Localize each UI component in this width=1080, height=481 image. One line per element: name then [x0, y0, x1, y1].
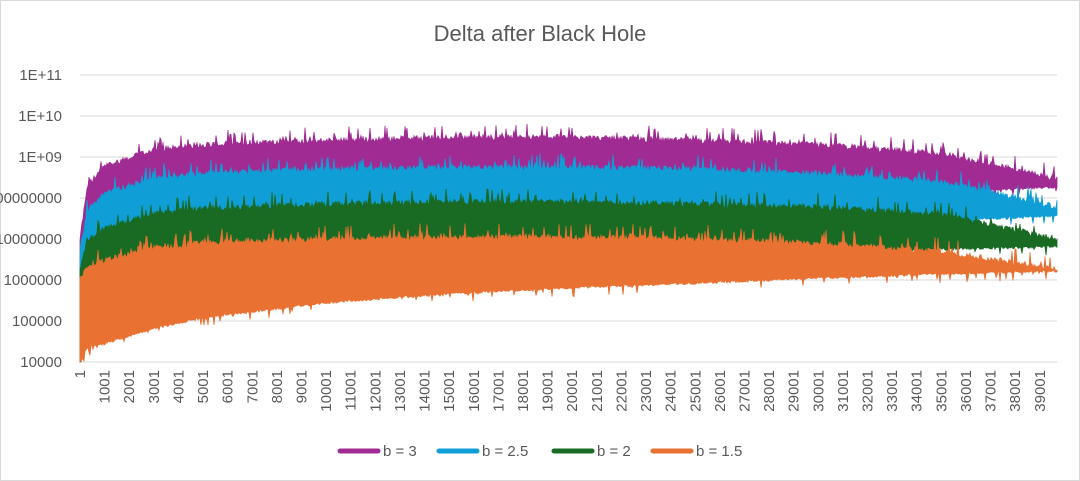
x-tick-label: 1001 [97, 370, 114, 403]
y-tick-label: 100000 [12, 313, 62, 330]
x-tick-label: 3001 [146, 370, 163, 403]
x-axis-labels: 1 1001 2001 3001 4001 5001 6001 7001 8001 9001 100… [72, 370, 1049, 412]
x-tick-label: 28001 [761, 370, 778, 412]
x-tick-label: 24001 [663, 370, 680, 412]
x-tick-label: 18001 [515, 370, 532, 412]
x-tick-label: 26001 [712, 370, 729, 412]
x-tick-label: 39001 [1032, 370, 1049, 412]
x-tick-label: 5001 [195, 370, 212, 403]
y-tick-label: 1E+11 [19, 67, 62, 84]
x-tick-label: 13001 [392, 370, 409, 412]
legend-label: b = 2 [597, 443, 631, 460]
x-tick-label: 15001 [441, 370, 458, 412]
y-tick-label: 10000 [20, 354, 62, 371]
x-tick-label: 8001 [269, 370, 286, 403]
x-tick-label: 20001 [564, 370, 581, 412]
legend-label: b = 1.5 [696, 443, 742, 460]
x-tick-label: 37001 [983, 370, 1000, 412]
x-tick-label: 2001 [121, 370, 138, 403]
x-tick-label: 32001 [860, 370, 877, 412]
x-tick-label: 31001 [835, 370, 852, 412]
x-tick-label: 27001 [736, 370, 753, 412]
y-tick-label: 1000000 [4, 272, 62, 289]
x-tick-label: 21001 [589, 370, 606, 412]
x-tick-label: 23001 [638, 370, 655, 412]
x-tick-label: 17001 [490, 370, 507, 412]
x-tick-label: 36001 [958, 370, 975, 412]
x-tick-label: 11001 [343, 370, 360, 411]
x-tick-label: 10001 [318, 370, 335, 412]
x-tick-label: 30001 [810, 370, 827, 412]
legend-label: b = 2.5 [482, 443, 528, 460]
y-tick-label: 1E+09 [18, 149, 62, 166]
legend-item: b = 2 [551, 443, 631, 460]
x-tick-label: 22001 [613, 370, 630, 412]
series-area-b-1-5 [79, 223, 1058, 364]
x-tick-label: 14001 [417, 370, 434, 412]
x-tick-label: 19001 [540, 370, 557, 412]
x-tick-label: 25001 [687, 370, 704, 412]
x-tick-label: 29001 [786, 370, 803, 412]
legend-item: b = 3 [337, 443, 417, 460]
x-tick-label: 1 [72, 370, 89, 378]
legend-item: b = 2.5 [436, 443, 528, 460]
legend-label: b = 3 [383, 443, 417, 460]
x-tick-label: 38001 [1007, 370, 1024, 412]
x-tick-label: 34001 [909, 370, 926, 412]
x-tick-label: 35001 [933, 370, 950, 412]
series-areas [79, 123, 1058, 364]
x-tick-label: 4001 [170, 370, 187, 403]
y-tick-label: 10000000 [0, 231, 62, 248]
y-tick-label: 1E+10 [18, 108, 62, 125]
x-tick-label: 33001 [884, 370, 901, 412]
x-tick-label: 6001 [220, 370, 237, 403]
x-tick-label: 9001 [293, 370, 310, 403]
x-tick-label: 16001 [466, 370, 483, 412]
x-tick-label: 12001 [367, 370, 384, 412]
legend-item: b = 1.5 [650, 443, 742, 460]
x-tick-label: 7001 [244, 370, 261, 403]
chart-title: Delta after Black Hole [434, 21, 647, 46]
legend: b = 3 b = 2.5 b = 2 b = 1.5 [337, 443, 742, 460]
